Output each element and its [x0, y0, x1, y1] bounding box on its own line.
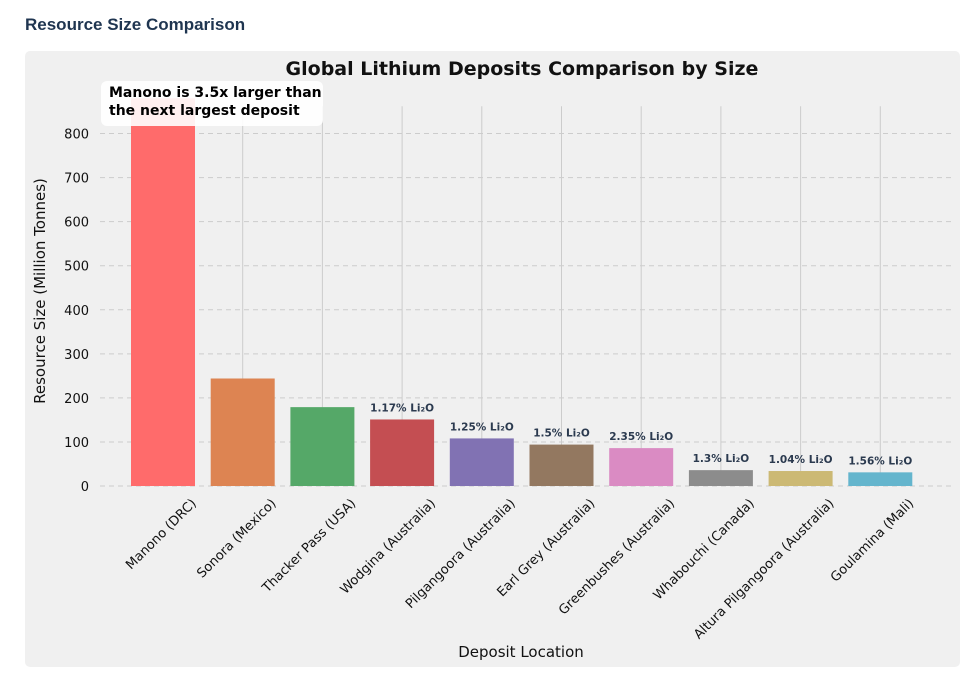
grade-label: 1.3% Li₂O [693, 453, 750, 465]
grade-label: 1.04% Li₂O [769, 454, 833, 466]
annotation-text: the next largest deposit [109, 103, 300, 119]
x-tick-label: Altura Pilgangoora (Australia) [691, 496, 837, 642]
annotation-text: Manono is 3.5x larger than [109, 85, 322, 101]
annotation-layer: Manono is 3.5x larger than the next large… [101, 81, 323, 126]
bar [768, 471, 833, 486]
bar [688, 470, 753, 486]
bar-chart: Global Lithium Deposits Comparison by Si… [31, 58, 953, 661]
y-tick-label: 400 [64, 304, 89, 319]
y-axis-label: Resource Size (Million Tonnes) [31, 178, 49, 404]
y-tick-label: 300 [64, 348, 89, 363]
bar [131, 98, 195, 486]
y-tick-label: 700 [64, 172, 89, 187]
y-tick-label: 0 [81, 480, 89, 495]
bars-layer [131, 98, 913, 486]
annotation-box [101, 81, 323, 126]
x-tick-label: Sonora (Mexico) [194, 496, 279, 581]
y-tick-label: 200 [64, 392, 89, 407]
grade-label: 2.35% Li₂O [609, 431, 673, 443]
grid-layer [100, 106, 953, 487]
x-tick-label: Manono (DRC) [123, 496, 200, 573]
bar [210, 378, 275, 486]
grade-label: 1.17% Li₂O [370, 402, 434, 414]
bar [529, 444, 594, 486]
bar [370, 419, 435, 486]
bar [290, 407, 355, 486]
section-title: Resource Size Comparison [25, 15, 246, 34]
x-tick-label: Goulamina (Mali) [828, 496, 917, 585]
y-tick-label: 500 [64, 260, 89, 275]
grade-label: 1.56% Li₂O [848, 455, 912, 467]
bar [848, 472, 913, 486]
grade-label: 1.25% Li₂O [450, 421, 514, 433]
chart-card: Global Lithium Deposits Comparison by Si… [25, 51, 960, 667]
y-tick-label: 100 [64, 436, 89, 451]
y-tick-label: 600 [64, 216, 89, 231]
x-axis-label: Deposit Location [458, 643, 584, 661]
bar [609, 448, 674, 486]
chart-title: Global Lithium Deposits Comparison by Si… [286, 58, 759, 80]
y-tick-label: 800 [64, 128, 89, 143]
bar [449, 438, 514, 486]
grade-label: 1.5% Li₂O [533, 428, 590, 440]
